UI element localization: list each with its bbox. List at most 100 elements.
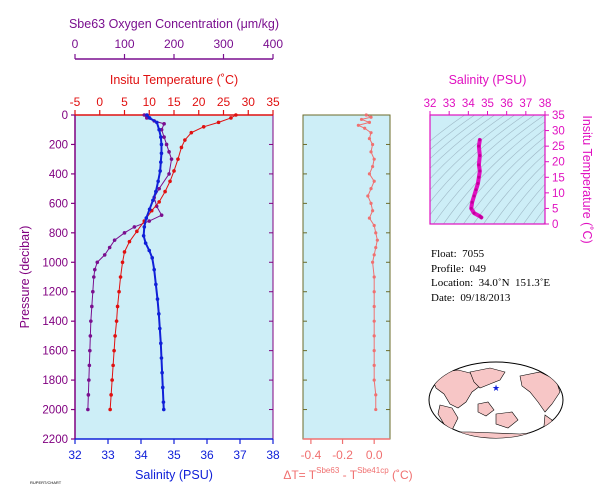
- delta-point: [372, 363, 376, 367]
- delta-point: [372, 253, 376, 257]
- float-location: Location: 34.0˚N 151.3˚E: [431, 277, 551, 289]
- oxygen-point: [89, 319, 93, 323]
- delta-point: [366, 194, 370, 198]
- map-landmass: [495, 411, 519, 429]
- delta-axis-label: ΔT= TSbe63 - TSbe41cp (˚C): [283, 466, 412, 482]
- oxygen-point: [122, 231, 127, 235]
- density-contour: [453, 128, 545, 224]
- density-contour: [430, 115, 466, 142]
- temperature-point: [118, 275, 123, 279]
- oxygen-point: [164, 142, 169, 147]
- salinity-point: [142, 225, 147, 229]
- salinity-tick-label: 33: [101, 448, 115, 462]
- temperature-point: [216, 120, 221, 125]
- salinity-point: [145, 113, 149, 117]
- oxygen-point: [147, 219, 152, 223]
- temperature-tick-label: 5: [121, 95, 128, 109]
- oxygen-tick-label: 100: [114, 37, 134, 51]
- profile-panel-bg: [75, 115, 273, 439]
- delta-point: [372, 157, 376, 161]
- density-contour: [473, 144, 545, 224]
- pressure-tick-label: 1200: [42, 287, 68, 299]
- delta-panel-bg: [303, 115, 390, 439]
- temperature-point: [115, 304, 120, 309]
- salinity-point: [159, 142, 164, 147]
- ts-temperature-tick-label: 15: [552, 172, 565, 184]
- oxygen-point: [167, 150, 171, 154]
- oxygen-point: [102, 253, 107, 257]
- salinity-tick-label: 37: [233, 448, 247, 462]
- oxygen-point: [86, 393, 91, 397]
- ts-point: [469, 206, 473, 210]
- temperature-point: [179, 145, 184, 150]
- ts-temperature-tick-label: 35: [552, 110, 565, 122]
- salinity-point: [154, 282, 158, 287]
- ts-temperature-tick-label: 25: [552, 141, 565, 153]
- temperature-point: [229, 116, 233, 120]
- salinity-point: [147, 116, 152, 120]
- ts-point: [477, 175, 481, 179]
- salinity-point: [159, 160, 163, 164]
- temperature-point: [108, 407, 112, 412]
- temperature-point: [127, 239, 132, 244]
- delta-point: [369, 201, 373, 205]
- salinity-tick-label: 32: [68, 448, 82, 462]
- ts-temperature-tick-label: 5: [552, 203, 558, 215]
- stamp-text: RUPERT/CHART: [30, 480, 62, 485]
- salinity-point: [160, 370, 164, 375]
- temperature-tick-label: 20: [192, 95, 206, 109]
- temperature-point: [168, 179, 172, 184]
- oxygen-axis-label: Sbe63 Oxygen Concentration (μm/kg): [69, 17, 279, 31]
- temperature-tick-label: 30: [242, 95, 256, 109]
- oxygen-point: [87, 378, 91, 382]
- oxygen-point: [162, 122, 166, 126]
- oxygen-point: [95, 260, 100, 265]
- temperature-tick-label: 10: [143, 95, 157, 109]
- delta-point: [367, 136, 372, 141]
- pressure-tick-label: 1800: [42, 375, 68, 387]
- salinity-tick-label: 36: [200, 448, 214, 462]
- delta-point: [374, 231, 378, 235]
- delta-point: [356, 123, 360, 127]
- temperature-tick-label: 25: [217, 95, 231, 109]
- delta-label-part: - T: [339, 468, 357, 482]
- salinity-point: [158, 326, 162, 331]
- ts-panel-bg: [430, 115, 545, 224]
- oxygen-point: [93, 267, 97, 272]
- salinity-point: [157, 312, 161, 316]
- oxygen-point: [159, 127, 164, 132]
- salinity-point: [158, 169, 162, 173]
- salinity-point: [147, 207, 152, 212]
- float-info: Float: 7055 Profile: 049 Location: 34.0˚…: [431, 247, 550, 305]
- density-contour: [430, 115, 526, 203]
- delta-point: [367, 172, 372, 176]
- oxygen-point: [142, 113, 147, 117]
- temperature-axis-label: Insitu Temperature (˚C): [110, 73, 238, 87]
- salinity-point: [161, 407, 166, 412]
- oxygen-point: [88, 334, 93, 338]
- profile-date: Date: 09/18/2013: [431, 291, 511, 304]
- oxygen-point: [90, 304, 94, 309]
- pressure-tick-label: 1600: [42, 346, 68, 358]
- ts-temperature-tick-label: 30: [552, 126, 565, 138]
- oxygen-tick-label: 200: [164, 37, 184, 51]
- temperature-tick-label: 15: [167, 95, 181, 109]
- oxygen-point: [107, 245, 112, 250]
- temperature-point: [189, 130, 194, 135]
- oxygen-point: [92, 275, 96, 279]
- delta-point: [371, 164, 375, 169]
- ts-point: [474, 188, 478, 192]
- ts-salinity-tick-label: 34: [462, 98, 475, 110]
- map-landmass: [477, 401, 495, 417]
- delta-tick-label: 0.0: [366, 448, 383, 462]
- ts-salinity-tick-label: 38: [539, 98, 552, 110]
- temperature-tick-label: 35: [266, 95, 280, 109]
- oxygen-point: [169, 157, 174, 161]
- oxygen-tick-label: 300: [213, 37, 233, 51]
- delta-point: [372, 349, 376, 353]
- delta-point: [359, 117, 364, 122]
- delta-point: [375, 238, 379, 242]
- delta-point: [374, 393, 378, 397]
- delta-point: [369, 187, 373, 191]
- salinity-point: [144, 216, 149, 220]
